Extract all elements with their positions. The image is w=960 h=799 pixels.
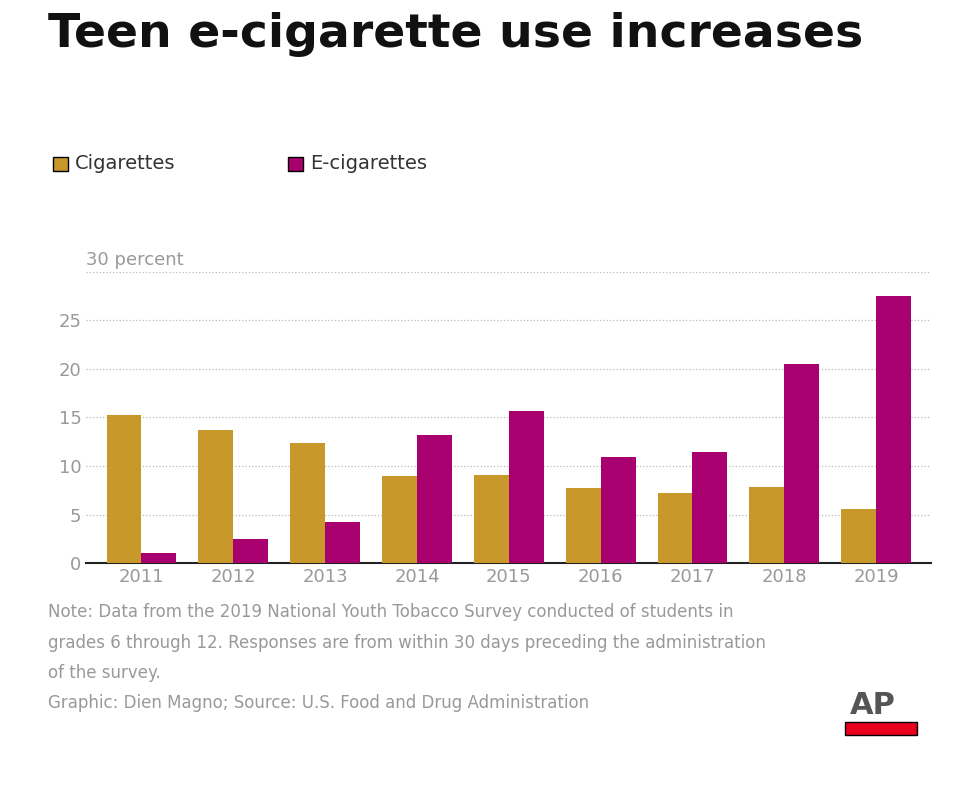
Text: 30 percent: 30 percent xyxy=(86,251,184,269)
Text: Cigarettes: Cigarettes xyxy=(75,154,176,173)
Bar xyxy=(417,435,452,563)
Bar xyxy=(199,430,233,563)
Bar xyxy=(107,415,141,563)
Bar xyxy=(750,487,784,563)
Bar xyxy=(474,475,509,563)
Bar xyxy=(784,364,819,563)
Bar xyxy=(692,452,728,563)
Bar xyxy=(658,493,692,563)
Bar xyxy=(141,553,177,563)
Bar xyxy=(565,488,601,563)
Text: Graphic: Dien Magno; Source: U.S. Food and Drug Administration: Graphic: Dien Magno; Source: U.S. Food a… xyxy=(48,694,589,713)
Bar xyxy=(841,509,876,563)
Text: of the survey.: of the survey. xyxy=(48,664,160,682)
Text: Teen e-cigarette use increases: Teen e-cigarette use increases xyxy=(48,12,863,57)
Bar xyxy=(509,411,543,563)
Bar xyxy=(233,539,268,563)
Bar xyxy=(601,457,636,563)
Text: AP: AP xyxy=(850,691,896,720)
Bar xyxy=(290,443,325,563)
Bar xyxy=(876,296,911,563)
Text: E-cigarettes: E-cigarettes xyxy=(310,154,427,173)
Bar xyxy=(382,476,417,563)
Text: Note: Data from the 2019 National Youth Tobacco Survey conducted of students in: Note: Data from the 2019 National Youth … xyxy=(48,603,733,622)
Bar xyxy=(325,523,360,563)
Text: grades 6 through 12. Responses are from within 30 days preceding the administrat: grades 6 through 12. Responses are from … xyxy=(48,634,766,652)
